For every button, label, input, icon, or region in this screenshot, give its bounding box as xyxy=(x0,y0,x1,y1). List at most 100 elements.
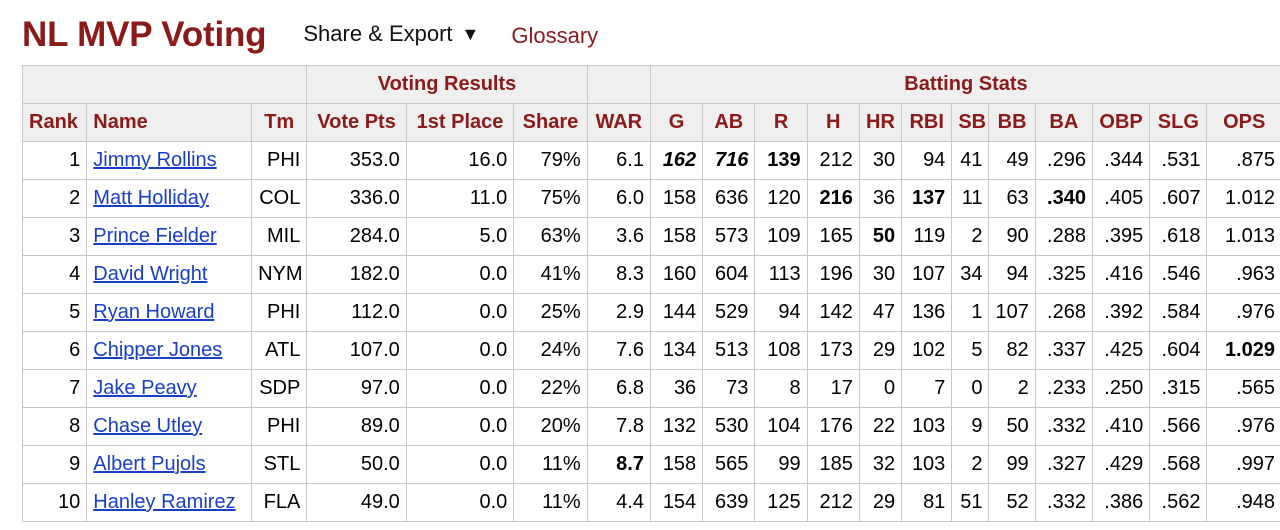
cell-hr: 30 xyxy=(858,255,903,294)
cell-war: 7.6 xyxy=(586,331,651,370)
caret-down-icon: ▼ xyxy=(461,23,480,44)
column-header-row: Rank Name Tm Vote Pts 1st Place Share WAR G AB R H… xyxy=(21,103,1280,142)
cell-obp: .405 xyxy=(1091,179,1151,218)
cell-war: 3.6 xyxy=(586,217,651,256)
column-header-name[interactable]: Name xyxy=(86,103,253,142)
player-link[interactable]: Chipper Jones xyxy=(93,339,223,361)
column-header-tm[interactable]: Tm xyxy=(251,103,308,142)
cell-ab: 716 xyxy=(702,141,756,180)
cell-h: 176 xyxy=(806,407,860,446)
cell-war: 2.9 xyxy=(586,293,651,332)
cell-vote-pts: 353.0 xyxy=(306,141,407,180)
cell-share: 11% xyxy=(513,483,588,522)
cell-bb: 52 xyxy=(988,483,1036,522)
cell-1st-place: 0.0 xyxy=(405,369,515,408)
column-header-ops[interactable]: OPS xyxy=(1206,103,1280,142)
cell-hr: 22 xyxy=(858,407,903,446)
cell-tm: STL xyxy=(251,445,308,484)
cell-slg: .618 xyxy=(1149,217,1208,256)
share-export-button[interactable]: Share & Export ▼ xyxy=(303,21,479,47)
cell-share: 25% xyxy=(513,293,588,332)
cell-ops: 1.012 xyxy=(1206,179,1280,218)
cell-share: 63% xyxy=(513,217,588,256)
cell-share: 22% xyxy=(513,369,588,408)
player-link[interactable]: Jimmy Rollins xyxy=(93,149,217,171)
cell-ab: 530 xyxy=(702,407,756,446)
cell-bb: 90 xyxy=(988,217,1036,256)
column-header-ba[interactable]: BA xyxy=(1034,103,1093,142)
player-link[interactable]: Chase Utley xyxy=(93,415,203,437)
cell-name: Hanley Ramirez xyxy=(86,483,253,522)
cell-r: 125 xyxy=(754,483,808,522)
cell-tm: SDP xyxy=(251,369,308,408)
cell-g: 160 xyxy=(649,255,704,294)
cell-h: 185 xyxy=(806,445,860,484)
cell-rank: 5 xyxy=(21,293,88,332)
cell-vote-pts: 107.0 xyxy=(306,331,407,370)
player-link[interactable]: David Wright xyxy=(93,263,208,285)
column-header-slg[interactable]: SLG xyxy=(1149,103,1208,142)
column-header-hr[interactable]: HR xyxy=(858,103,903,142)
player-link[interactable]: Albert Pujols xyxy=(93,453,206,475)
share-export-label: Share & Export xyxy=(303,21,453,46)
player-link[interactable]: Ryan Howard xyxy=(93,301,215,323)
cell-obp: .416 xyxy=(1091,255,1151,294)
column-header-bb[interactable]: BB xyxy=(988,103,1036,142)
cell-r: 104 xyxy=(754,407,808,446)
column-header-war[interactable]: WAR xyxy=(586,103,651,142)
cell-g: 144 xyxy=(649,293,704,332)
column-header-h[interactable]: H xyxy=(806,103,860,142)
cell-hr: 0 xyxy=(858,369,903,408)
cell-hr: 47 xyxy=(858,293,903,332)
cell-ops: .976 xyxy=(1206,407,1280,446)
cell-g: 158 xyxy=(649,179,704,218)
cell-rank: 2 xyxy=(21,179,88,218)
cell-vote-pts: 49.0 xyxy=(306,483,407,522)
column-header-obp[interactable]: OBP xyxy=(1091,103,1151,142)
cell-obp: .386 xyxy=(1091,483,1151,522)
cell-war: 6.1 xyxy=(586,141,651,180)
cell-slg: .566 xyxy=(1149,407,1208,446)
table-row: 10 Hanley Ramirez FLA 49.0 0.0 11% 4.4 154 639 12… xyxy=(21,483,1280,522)
cell-g: 158 xyxy=(649,445,704,484)
player-link[interactable]: Jake Peavy xyxy=(93,377,197,399)
column-header-vote-pts[interactable]: Vote Pts xyxy=(306,103,407,142)
cell-war: 7.8 xyxy=(586,407,651,446)
cell-vote-pts: 112.0 xyxy=(306,293,407,332)
player-link[interactable]: Hanley Ramirez xyxy=(93,491,236,513)
cell-rank: 9 xyxy=(21,445,88,484)
cell-g: 158 xyxy=(649,217,704,256)
column-header-r[interactable]: R xyxy=(754,103,808,142)
column-header-rbi[interactable]: RBI xyxy=(901,103,953,142)
player-link[interactable]: Prince Fielder xyxy=(93,225,217,247)
cell-slg: .568 xyxy=(1149,445,1208,484)
cell-ba: .325 xyxy=(1034,255,1093,294)
cell-ops: .976 xyxy=(1206,293,1280,332)
column-header-rank[interactable]: Rank xyxy=(21,103,88,142)
table-row: 3 Prince Fielder MIL 284.0 5.0 63% 3.6 158 573 10… xyxy=(21,217,1280,256)
cell-rank: 3 xyxy=(21,217,88,256)
player-link[interactable]: Matt Holliday xyxy=(93,187,209,209)
cell-ba: .296 xyxy=(1034,141,1093,180)
cell-hr: 29 xyxy=(858,483,903,522)
table-row: 8 Chase Utley PHI 89.0 0.0 20% 7.8 132 530 104 176… xyxy=(21,407,1280,446)
cell-ab: 529 xyxy=(702,293,756,332)
cell-ba: .268 xyxy=(1034,293,1093,332)
cell-bb: 82 xyxy=(988,331,1036,370)
column-header-1st-place[interactable]: 1st Place xyxy=(405,103,515,142)
glossary-link[interactable]: Glossary xyxy=(511,23,599,48)
cell-sb: 34 xyxy=(951,255,990,294)
over-header-blank xyxy=(586,65,651,104)
column-header-share[interactable]: Share xyxy=(513,103,588,142)
cell-ba: .332 xyxy=(1034,483,1093,522)
cell-ab: 513 xyxy=(702,331,756,370)
column-header-g[interactable]: G xyxy=(649,103,704,142)
column-header-sb[interactable]: SB xyxy=(951,103,990,142)
cell-war: 8.7 xyxy=(586,445,651,484)
cell-1st-place: 11.0 xyxy=(405,179,515,218)
cell-rbi: 103 xyxy=(901,407,953,446)
column-header-ab[interactable]: AB xyxy=(702,103,756,142)
cell-slg: .531 xyxy=(1149,141,1208,180)
cell-ba: .288 xyxy=(1034,217,1093,256)
cell-hr: 29 xyxy=(858,331,903,370)
